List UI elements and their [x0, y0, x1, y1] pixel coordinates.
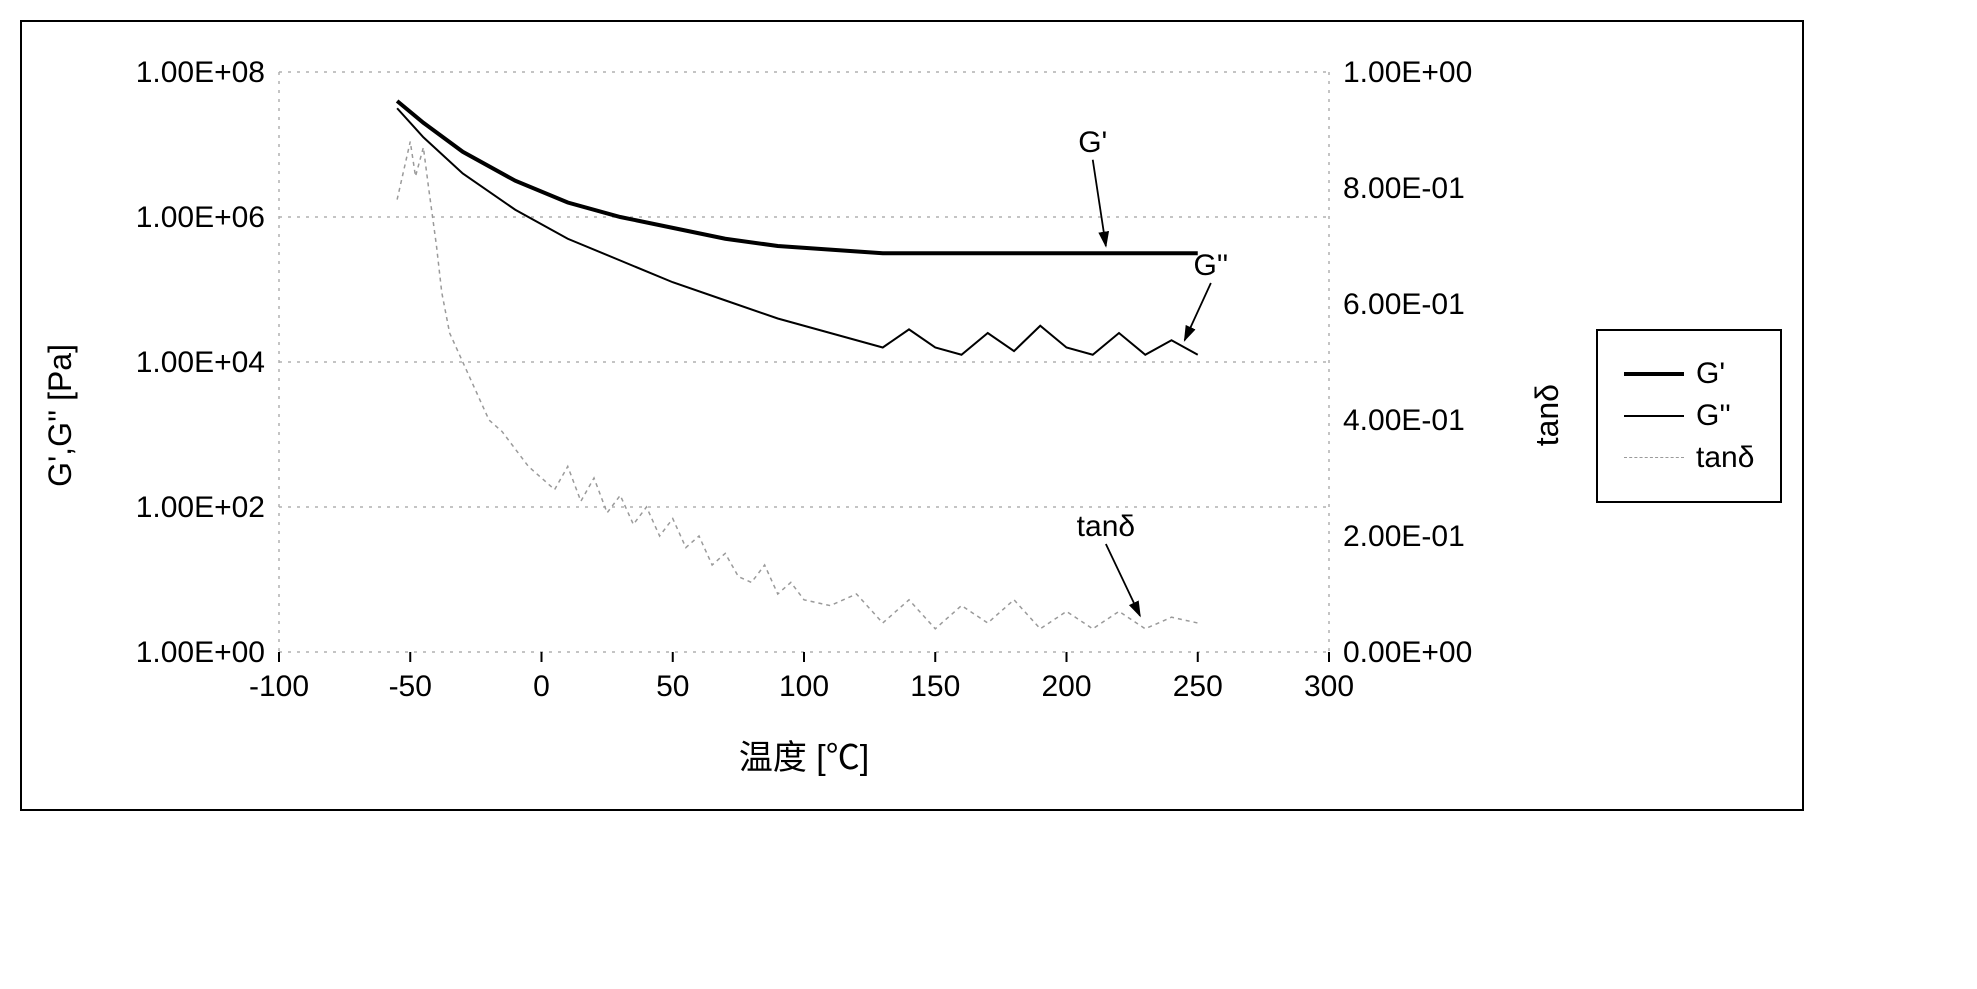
- legend-label: tanδ: [1696, 441, 1754, 475]
- x-tick-label: 50: [656, 670, 689, 703]
- y1-tick-label: 1.00E+06: [136, 201, 265, 234]
- annotation-label: tanδ: [1077, 510, 1135, 543]
- legend-item: G'': [1624, 399, 1754, 433]
- x-tick-label: 150: [910, 670, 960, 703]
- y2-axis-label: tanδ: [1529, 384, 1566, 446]
- legend-label: G': [1696, 357, 1725, 391]
- legend-item: tanδ: [1624, 441, 1754, 475]
- annotation-label: G'': [1193, 249, 1228, 282]
- legend-item: G': [1624, 357, 1754, 391]
- y1-tick-label: 1.00E+04: [136, 346, 265, 379]
- legend-label: G'': [1696, 399, 1731, 433]
- annotation-label: G': [1078, 126, 1107, 159]
- plot-column: 1.00E+00 1.00E+02 1.00E+04 1.00E+06 1.00E+08…: [89, 52, 1519, 779]
- y2-tick-label: 0.00E+00: [1343, 636, 1472, 669]
- y2-tick-label: 8.00E-01: [1343, 172, 1465, 205]
- legend-swatch: [1624, 372, 1684, 376]
- x-axis-label: 温度 [℃]: [739, 730, 869, 779]
- legend-swatch: [1624, 415, 1684, 417]
- y1-tick-label: 1.00E+00: [136, 636, 265, 669]
- x-tick-label: 0: [533, 670, 550, 703]
- x-tick-label: -100: [249, 670, 309, 703]
- x-tick-label: 250: [1173, 670, 1223, 703]
- x-tick-label: 100: [779, 670, 829, 703]
- x-tick-label: -50: [389, 670, 432, 703]
- x-tick-label: 300: [1304, 670, 1354, 703]
- x-tick-label: 200: [1041, 670, 1091, 703]
- y1-axis-label: G',G'' [Pa]: [42, 344, 79, 487]
- y1-tick-label: 1.00E+08: [136, 56, 265, 89]
- y2-tick-label: 1.00E+00: [1343, 56, 1472, 89]
- chart-row: G',G'' [Pa] 1.00E+001.00E+021.00E+041.00…: [42, 52, 1782, 779]
- legend-box: G' G'' tanδ: [1596, 329, 1782, 503]
- chart-outer-frame: G',G'' [Pa] 1.00E+001.00E+021.00E+041.00…: [20, 20, 1804, 811]
- chart-wrap: G',G'' [Pa] 1.00E+001.00E+021.00E+041.00…: [42, 52, 1566, 779]
- y2-tick-label: 4.00E-01: [1343, 404, 1465, 437]
- y2-tick-label: 6.00E-01: [1343, 288, 1465, 321]
- y2-tick-label: 2.00E-01: [1343, 520, 1465, 553]
- legend-swatch: [1624, 457, 1684, 458]
- plot-svg: 1.00E+00 1.00E+02 1.00E+04 1.00E+06 1.00E+08…: [89, 52, 1519, 712]
- y1-tick-label: 1.00E+02: [136, 491, 265, 524]
